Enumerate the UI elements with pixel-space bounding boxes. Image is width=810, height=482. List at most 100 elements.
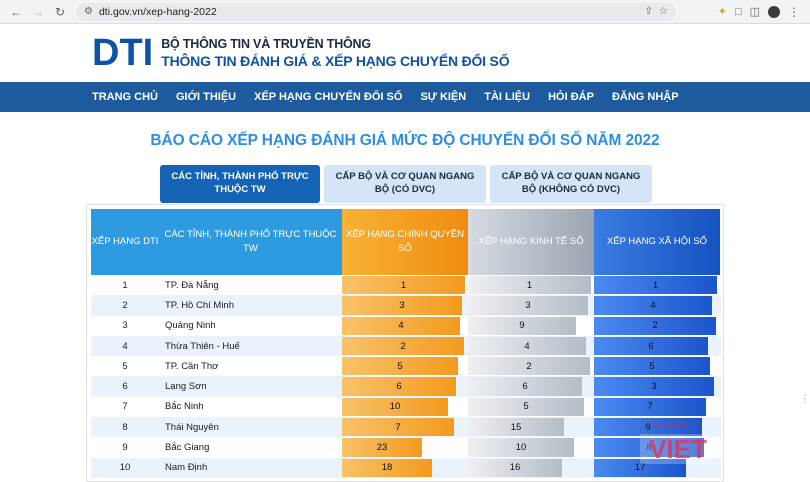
nav-home[interactable]: TRANG CHỦ (92, 91, 158, 103)
ministry-name: BỘ THÔNG TIN VÀ TRUYỀN THÔNG (161, 37, 371, 51)
gov-rank-cell: 2 (342, 336, 468, 356)
nav-login[interactable]: ĐĂNG NHẬP (611, 91, 679, 103)
gov-rank-bar: 23 (342, 438, 422, 457)
rank-cell: 7 (122, 401, 128, 413)
extension-icon[interactable]: ✦ (717, 6, 727, 18)
rank-cell: 1 (122, 279, 128, 291)
browser-toolbar: ← → ↻ ⚙ dti.gov.vn/xep-hang-2022 ⇧ ☆ ✦ □… (0, 0, 810, 24)
table-header: XẾP HẠNG DTI CÁC TỈNH, THÀNH PHỐ TRỰC TH… (91, 209, 721, 275)
forward-arrow-icon[interactable]: → (32, 4, 44, 19)
watermark-caption: Tạp chí điện tử (652, 422, 699, 429)
gov-rank-cell: 10 (342, 397, 468, 417)
eco-rank-cell: 9 (468, 316, 594, 336)
gov-rank-bar: 10 (342, 397, 448, 417)
address-bar[interactable]: ⚙ dti.gov.vn/xep-hang-2022 ⇧ ☆ (76, 2, 676, 21)
eco-rank-cell: 5 (468, 397, 594, 417)
eco-rank-cell: 6 (468, 376, 594, 396)
table-row: 10 Nam Định 18 16 17 (91, 457, 721, 478)
tab-ministries-without-dvc[interactable]: CẤP BỘ VÀ CƠ QUAN NGANG BỘ (KHÔNG CÓ DVC… (490, 165, 652, 203)
soc-rank-bar: 9 (594, 418, 702, 437)
gov-rank-bar: 5 (342, 357, 458, 376)
rank-cell: 4 (122, 340, 128, 352)
table-row: 2 TP. Hồ Chí Minh 3 3 4 (91, 295, 721, 316)
soc-rank-cell: 3 (594, 376, 720, 396)
province-cell: Thừa Thiên - Huế (165, 340, 240, 352)
gov-rank-bar: 4 (342, 316, 460, 335)
soc-rank-cell: 6 (594, 336, 720, 356)
soc-rank-cell: 5 (594, 356, 720, 376)
eco-rank-bar: 9 (468, 316, 576, 335)
soc-rank-cell: 17 (594, 458, 720, 478)
soc-rank-bar: 2 (594, 316, 716, 335)
eco-rank-bar: 16 (468, 458, 562, 477)
more-menu-icon[interactable]: ⋮ (788, 4, 800, 19)
eco-rank-cell: 1 (468, 275, 594, 295)
gov-rank-cell: 18 (342, 458, 468, 478)
org-title: BỘ THÔNG TIN VÀ TRUYỀN THÔNG THÔNG TIN Đ… (161, 37, 509, 69)
gov-rank-cell: 7 (342, 417, 468, 437)
gov-rank-cell: 4 (342, 316, 468, 336)
reload-icon[interactable]: ↻ (54, 4, 66, 19)
eco-rank-cell: 2 (468, 356, 594, 376)
url-text: dti.gov.vn/xep-hang-2022 (98, 5, 217, 18)
eco-rank-bar: 2 (468, 357, 590, 376)
soc-rank-bar: 8 (594, 438, 704, 457)
province-cell: Bắc Ninh (165, 401, 204, 413)
tab-ministries-with-dvc[interactable]: CẤP BỘ VÀ CƠ QUAN NGANG BỘ (CÓ DVC) (324, 165, 486, 203)
table-row: 4 Thừa Thiên - Huế 2 4 6 (91, 335, 721, 357)
category-tabs: CÁC TỈNH, THÀNH PHỐ TRỰC THUỘC TW CẤP BỘ… (0, 165, 810, 203)
nav-faq[interactable]: HỎI ĐÁP (548, 91, 594, 103)
rank-cell: 2 (122, 299, 128, 311)
watermark-logo: Tạp chí điện tử VIET (640, 422, 720, 464)
rank-cell: 3 (122, 320, 128, 332)
extensions-puzzle-icon[interactable]: □ (734, 5, 742, 18)
table-row: 3 Quảng Ninh 4 9 2 (91, 316, 721, 336)
sidebar-icon[interactable]: ◫ (749, 6, 760, 18)
eco-rank-bar: 6 (468, 377, 582, 396)
eco-rank-bar: 5 (468, 397, 584, 417)
gov-rank-bar: 3 (342, 296, 462, 315)
tab-provinces[interactable]: CÁC TỈNH, THÀNH PHỐ TRỰC THUỘC TW (160, 165, 320, 203)
province-cell: TP. Cần Thơ (165, 360, 219, 372)
nav-events[interactable]: SỰ KIỆN (420, 91, 467, 103)
eco-rank-cell: 10 (468, 437, 594, 457)
dti-logo[interactable]: DTI (92, 32, 154, 74)
table-row: 5 TP. Cần Thơ 5 2 5 (91, 356, 721, 376)
table-row: 8 Thái Nguyên 7 15 9 (91, 417, 721, 438)
site-subtitle: THÔNG TIN ĐÁNH GIÁ & XẾP HẠNG CHUYỂN ĐỔI… (161, 53, 510, 69)
rank-cell: 5 (122, 360, 128, 372)
eco-rank-cell: 3 (468, 295, 594, 315)
province-cell: Thái Nguyên (165, 421, 219, 433)
site-info-icon[interactable]: ⚙ (84, 6, 93, 17)
rank-cell: 10 (119, 462, 131, 474)
province-cell: Nam Định (165, 462, 208, 474)
table-row: 7 Bắc Ninh 10 5 7 (91, 397, 721, 417)
main-nav: TRANG CHỦ GIỚI THIỆU XẾP HẠNG CHUYỂN ĐỔI… (0, 82, 810, 112)
soc-rank-bar: 5 (594, 357, 710, 376)
eco-rank-cell: 4 (468, 336, 594, 356)
soc-rank-cell: 2 (594, 316, 720, 336)
nav-documents[interactable]: TÀI LIỆU (484, 91, 531, 103)
profile-avatar[interactable] (768, 5, 780, 18)
eco-rank-cell (468, 478, 594, 481)
bookmark-star-icon[interactable]: ☆ (659, 6, 668, 17)
share-icon[interactable]: ⇧ (644, 6, 654, 17)
table-row: 1 TP. Đà Nẵng 1 1 1 (91, 275, 721, 295)
gov-rank-cell: 5 (342, 356, 468, 376)
nav-ranking[interactable]: XẾP HẠNG CHUYỂN ĐỔI SỐ (254, 91, 403, 103)
ranking-table: XẾP HẠNG DTI CÁC TỈNH, THÀNH PHỐ TRỰC TH… (86, 204, 724, 482)
gov-rank-cell (342, 478, 468, 481)
scroll-handle-icon[interactable]: ⋮ (800, 394, 810, 405)
table-row: 9 Bắc Giang 23 10 8 (91, 437, 721, 457)
eco-rank-bar: 4 (468, 336, 586, 356)
gov-rank-bar: 6 (342, 377, 456, 396)
table-row: 11 (91, 478, 721, 481)
rank-cell: 6 (122, 381, 128, 393)
eco-rank-bar: 1 (468, 276, 591, 295)
gov-rank-cell: 23 (342, 437, 468, 457)
eco-rank-bar: 15 (468, 418, 564, 437)
province-cell: Quảng Ninh (165, 320, 216, 332)
watermark-brand: VIET (640, 434, 716, 464)
back-arrow-icon[interactable]: ← (10, 4, 22, 19)
nav-about[interactable]: GIỚI THIỆU (176, 91, 237, 103)
